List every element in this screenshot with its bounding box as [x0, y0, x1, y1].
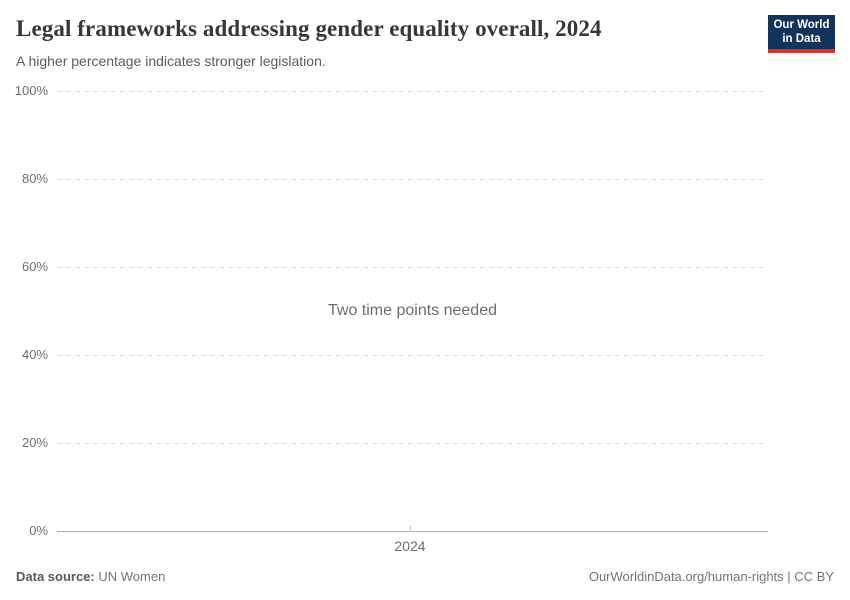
gridline-20 [57, 443, 768, 444]
owid-logo-line2: in Data [782, 32, 821, 45]
owid-logo-line1: Our World [773, 19, 830, 31]
data-source-value: UN Women [98, 569, 166, 584]
y-tick-label-20: 20% [21, 435, 48, 450]
attribution-link[interactable]: OurWorldinData.org/human-rights | CC BY [588, 569, 834, 584]
data-source-label: Data source: [16, 569, 95, 584]
y-tick-label-100: 100% [14, 83, 48, 98]
page-title: Legal frameworks addressing gender equal… [16, 16, 602, 41]
x-axis-line [57, 531, 768, 532]
owid-logo[interactable]: Our World in Data [768, 15, 835, 53]
gridline-100 [57, 91, 768, 92]
gridline-80 [57, 179, 768, 180]
gridline-60 [57, 267, 768, 268]
chart-subtitle: A higher percentage indicates stronger l… [16, 53, 326, 69]
no-data-message: Two time points needed [328, 302, 497, 319]
y-tick-label-0: 0% [29, 523, 48, 538]
gridline-40 [57, 355, 768, 356]
x-tick-mark [410, 526, 411, 532]
y-tick-label-40: 40% [21, 347, 48, 362]
x-tick-label-2024: 2024 [394, 538, 426, 554]
data-source: Data source: UN Women [16, 569, 165, 584]
y-tick-label-60: 60% [21, 259, 48, 274]
y-tick-label-80: 80% [21, 171, 48, 186]
